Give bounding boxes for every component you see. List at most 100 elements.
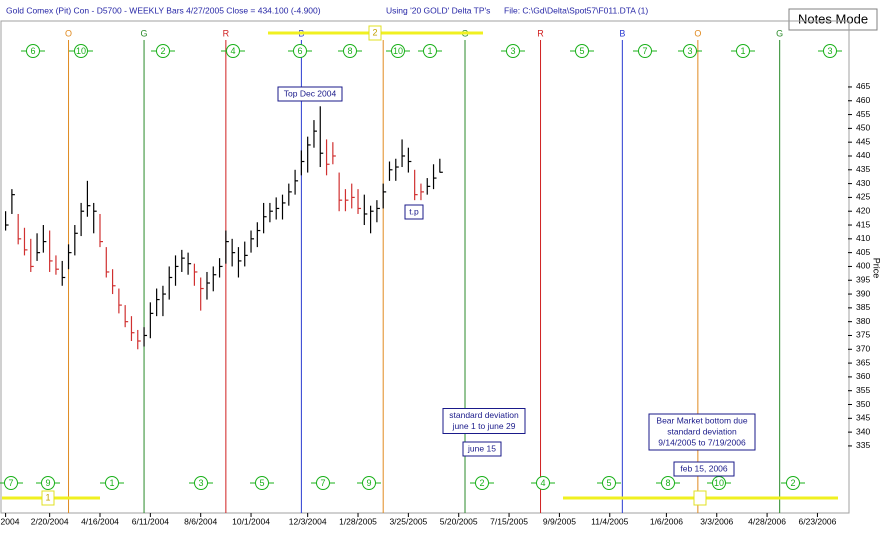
x-tick-label: 10/1/2004	[232, 516, 270, 526]
marker-ring	[293, 44, 307, 58]
notes-mode-button[interactable]	[788, 8, 878, 31]
marker-ring	[736, 44, 750, 58]
cycle-letter: R	[223, 28, 230, 38]
x-tick-label: 7/15/2005	[490, 516, 528, 526]
marker-label: 7	[8, 478, 13, 488]
y-tick-label: 335	[856, 440, 870, 450]
notes-mode-label[interactable]: Notes Mode	[798, 11, 868, 26]
annotation-text: Top Dec 2004	[284, 88, 337, 98]
annotation-text: feb 15, 2006	[680, 463, 728, 473]
marker-label: 1	[427, 46, 432, 56]
marker-label: 2	[790, 478, 795, 488]
marker-label: 7	[642, 46, 647, 56]
annotation-text: t.p	[409, 206, 419, 216]
marker-label: 1	[740, 46, 745, 56]
y-tick-label: 425	[856, 192, 870, 202]
y-tick-label: 415	[856, 219, 870, 229]
annotation-text: june 15	[467, 443, 496, 453]
y-tick-label: 460	[856, 95, 870, 105]
marker-label: 1	[109, 478, 114, 488]
annotation-box	[673, 461, 735, 477]
chart-title: Gold Comex (Pit) Con - D5700 - WEEKLY Ba…	[6, 5, 321, 15]
marker-label: 10	[76, 46, 86, 56]
annotation-box	[648, 413, 756, 451]
x-tick-label: 8/6/2004	[184, 516, 217, 526]
x-tick-label: 9/9/2005	[543, 516, 576, 526]
y-tick-label: 410	[856, 233, 870, 243]
marker-ring	[602, 476, 616, 490]
y-tick-label: 360	[856, 371, 870, 381]
marker-label: 10	[714, 478, 724, 488]
marker-ring	[661, 476, 675, 490]
y-tick-label: 465	[856, 81, 870, 91]
marker-label: 7	[320, 478, 325, 488]
marker-ring	[475, 476, 489, 490]
y-tick-label: 395	[856, 274, 870, 284]
y-tick-label: 355	[856, 385, 870, 395]
x-tick-label: 2004	[1, 516, 20, 526]
annotation-text: standard deviation	[449, 410, 519, 420]
y-axis-title: Price	[872, 258, 882, 279]
annotation-box	[277, 86, 343, 102]
marker-label: 9	[45, 478, 50, 488]
marker-label: 9	[366, 478, 371, 488]
band-box	[368, 25, 382, 41]
marker-ring	[226, 44, 240, 58]
y-tick-label: 390	[856, 288, 870, 298]
x-tick-label: 4/16/2004	[81, 516, 119, 526]
x-tick-label: 5/20/2005	[440, 516, 478, 526]
marker-ring	[683, 44, 697, 58]
marker-ring	[255, 476, 269, 490]
file-label: File: C:\Gd\Delta\Spot57\F011.DTA (1)	[504, 5, 648, 15]
y-tick-label: 370	[856, 344, 870, 354]
marker-ring	[343, 44, 357, 58]
chart-subtitle: Using '20 GOLD' Delta TP's	[386, 5, 490, 15]
y-tick-label: 340	[856, 426, 870, 436]
marker-label: 8	[347, 46, 352, 56]
annotation-box	[404, 204, 424, 220]
marker-ring	[156, 44, 170, 58]
marker-ring	[194, 476, 208, 490]
marker-ring	[423, 44, 437, 58]
marker-label: 8	[665, 478, 670, 488]
y-tick-label: 435	[856, 164, 870, 174]
marker-ring	[26, 44, 40, 58]
cycle-letter: G	[776, 28, 783, 38]
marker-label: 4	[230, 46, 235, 56]
y-tick-label: 405	[856, 247, 870, 257]
marker-label: 3	[198, 478, 203, 488]
y-tick-label: 400	[856, 261, 870, 271]
marker-label: 6	[30, 46, 35, 56]
band-box	[41, 490, 55, 506]
marker-label: 2	[160, 46, 165, 56]
x-tick-label: 1/28/2005	[339, 516, 377, 526]
marker-label: 3	[687, 46, 692, 56]
marker-ring	[786, 476, 800, 490]
y-tick-label: 350	[856, 399, 870, 409]
marker-label: 10	[393, 46, 403, 56]
marker-label: 2	[479, 478, 484, 488]
cycle-letter: B	[619, 28, 625, 38]
x-tick-label: 11/4/2005	[591, 516, 628, 526]
marker-ring	[4, 476, 18, 490]
marker-label: 6	[297, 46, 302, 56]
band-label: 2	[372, 27, 377, 37]
band-box	[693, 490, 707, 506]
y-tick-label: 420	[856, 205, 870, 215]
marker-ring	[536, 476, 550, 490]
y-tick-label: 375	[856, 330, 870, 340]
y-tick-label: 450	[856, 123, 870, 133]
marker-label: 5	[259, 478, 264, 488]
marker-ring	[362, 476, 376, 490]
x-tick-label: 2/20/2004	[31, 516, 69, 526]
marker-ring	[74, 44, 88, 58]
cycle-letter: O	[65, 28, 72, 38]
marker-ring	[316, 476, 330, 490]
marker-label: 5	[606, 478, 611, 488]
x-tick-label: 6/11/2004	[132, 516, 169, 526]
marker-label: 4	[540, 478, 545, 488]
x-tick-label: 3/3/2006	[700, 516, 733, 526]
x-tick-label: 1/6/2006	[650, 516, 683, 526]
annotation-text: june 1 to june 29	[452, 421, 516, 431]
annotation-text: Bear Market bottom due	[656, 415, 747, 425]
